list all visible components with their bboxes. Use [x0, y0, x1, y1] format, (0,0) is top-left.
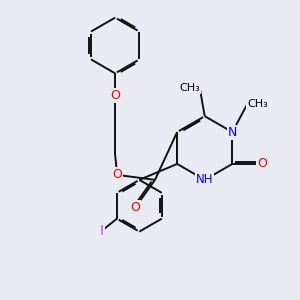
Text: NH: NH [196, 173, 214, 186]
Text: I: I [100, 224, 104, 238]
Text: CH₃: CH₃ [247, 99, 268, 109]
Text: O: O [112, 168, 122, 182]
Text: O: O [130, 201, 140, 214]
Text: CH₃: CH₃ [179, 83, 200, 93]
Text: O: O [257, 158, 267, 170]
Text: O: O [110, 89, 120, 102]
Text: N: N [228, 126, 237, 139]
